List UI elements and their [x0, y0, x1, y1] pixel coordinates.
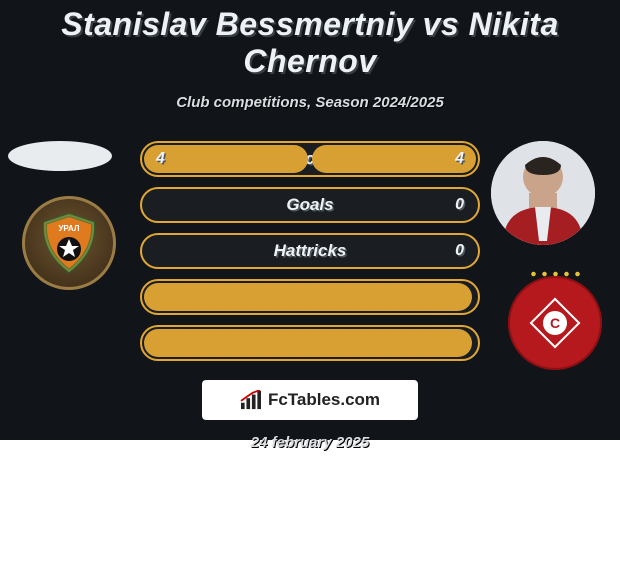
player-right-avatar: [491, 141, 595, 245]
stat-label: Goals: [286, 195, 333, 215]
page-title: Stanislav Bessmertniy vs Nikita Chernov: [0, 6, 620, 80]
watermark: FcTables.com: [202, 380, 418, 420]
stat-fill-left: [144, 329, 472, 357]
stat-fill-right: [312, 145, 476, 173]
club-left-logo: УРАЛ: [22, 196, 116, 290]
club-right-logo: C: [508, 276, 602, 370]
main-area: УРАЛ C 4 Matches 4: [0, 141, 620, 376]
stat-right-value: 0: [455, 242, 464, 260]
date-label: 24 february 2025: [0, 434, 620, 451]
stat-right-value: 4: [455, 150, 464, 168]
avatar-placeholder-icon: [491, 141, 595, 245]
stat-row: Goals per match: [140, 279, 480, 315]
stat-rows: 4 Matches 4 Goals 0 Hattricks 0 Goals pe…: [140, 141, 480, 371]
ural-shield-icon: УРАЛ: [37, 211, 101, 275]
player-left-avatar: [8, 141, 112, 171]
stat-row: Min per goal: [140, 325, 480, 361]
svg-text:УРАЛ: УРАЛ: [58, 224, 79, 233]
spartak-rhombus-icon: C: [525, 293, 585, 353]
stat-left-value: 4: [156, 150, 165, 168]
stat-right-value: 0: [455, 196, 464, 214]
comparison-card: Stanislav Bessmertniy vs Nikita Chernov …: [0, 0, 620, 440]
stat-fill-left: [144, 145, 308, 173]
stat-row: Hattricks 0: [140, 233, 480, 269]
stat-fill-left: [144, 283, 472, 311]
stat-label: Hattricks: [274, 241, 347, 261]
subtitle: Club competitions, Season 2024/2025: [0, 94, 620, 111]
stat-row: 4 Matches 4: [140, 141, 480, 177]
watermark-text: FcTables.com: [268, 390, 380, 410]
bar-chart-icon: [240, 390, 262, 410]
svg-text:C: C: [550, 315, 560, 331]
stat-row: Goals 0: [140, 187, 480, 223]
